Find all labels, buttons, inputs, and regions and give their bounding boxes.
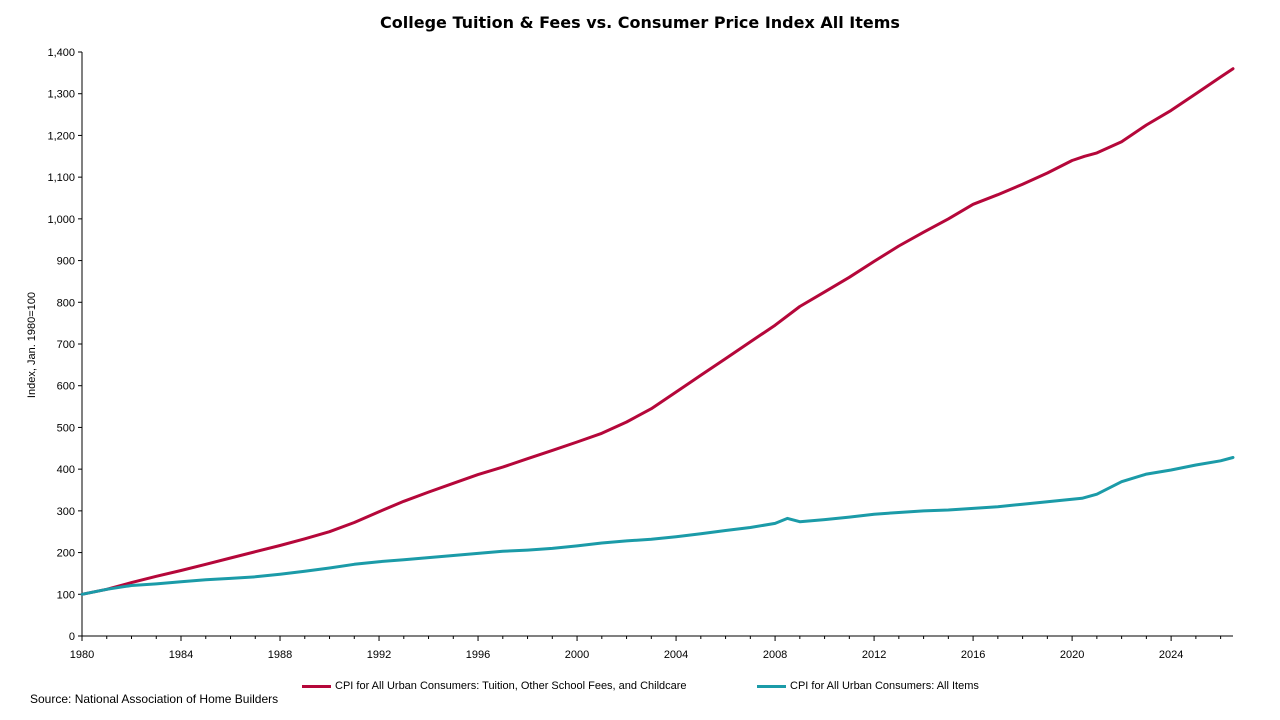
legend-swatch-all-items (757, 684, 786, 688)
legend-item-tuition: CPI for All Urban Consumers: Tuition, Ot… (302, 679, 687, 693)
y-axis-ticks: 0 100 200 300 400 500 600 700 800 900 1,000 1,100 1,… (47, 47, 82, 643)
y-tick-label: 400 (57, 464, 75, 476)
chart-title: College Tuition & Fees vs. Consumer Pric… (380, 13, 900, 32)
y-axis-label: Index, Jan. 1980=100 (26, 292, 38, 398)
legend-swatch-tuition (302, 684, 331, 688)
y-tick-label: 100 (57, 589, 75, 601)
legend-label-tuition: CPI for All Urban Consumers: Tuition, Ot… (335, 680, 687, 692)
y-tick-label: 200 (57, 548, 75, 560)
y-tick-label: 500 (57, 422, 75, 434)
y-tick-label: 1,000 (47, 214, 75, 226)
x-tick-label: 2016 (961, 649, 985, 661)
y-tick-label: 1,400 (47, 47, 75, 59)
y-tick-label: 0 (69, 631, 75, 643)
y-tick-label: 1,100 (47, 172, 75, 184)
legend-item-all-items: CPI for All Urban Consumers: All Items (757, 679, 979, 693)
source-note: Source: National Association of Home Bui… (30, 692, 279, 706)
x-tick-label: 1996 (466, 649, 490, 661)
y-tick-label: 1,200 (47, 130, 75, 142)
series-line-tuition (80, 67, 1235, 596)
series-line-all-items (80, 456, 1235, 596)
x-tick-label: 2024 (1159, 649, 1183, 661)
legend-label-all-items: CPI for All Urban Consumers: All Items (790, 680, 979, 692)
x-tick-label: 2020 (1060, 649, 1084, 661)
series-lines (80, 67, 1235, 596)
y-tick-label: 700 (57, 339, 75, 351)
y-tick-label: 900 (57, 256, 75, 268)
x-tick-label: 1980 (70, 649, 94, 661)
x-tick-label: 1992 (367, 649, 391, 661)
axes (81, 52, 1233, 637)
y-tick-label: 300 (57, 506, 75, 518)
y-tick-label: 600 (57, 381, 75, 393)
x-axis-ticks: 1980 1984 1988 1992 1996 2000 2004 2008 2012 2016… (70, 636, 1222, 661)
x-tick-label: 1988 (268, 649, 292, 661)
x-tick-label: 1984 (169, 649, 193, 661)
y-tick-label: 800 (57, 297, 75, 309)
x-tick-label: 2012 (862, 649, 886, 661)
x-tick-label: 2004 (664, 649, 688, 661)
x-tick-label: 2008 (763, 649, 787, 661)
y-tick-label: 1,300 (47, 89, 75, 101)
x-tick-label: 2000 (565, 649, 589, 661)
